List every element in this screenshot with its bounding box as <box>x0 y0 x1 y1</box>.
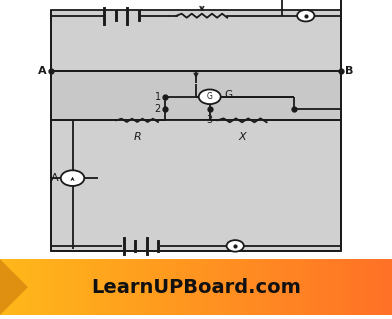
Bar <box>137 259 145 315</box>
Bar <box>385 259 392 315</box>
Bar <box>163 259 171 315</box>
Bar <box>72 259 80 315</box>
Circle shape <box>297 10 314 21</box>
Bar <box>229 259 236 315</box>
Bar <box>51 120 341 251</box>
Text: 3: 3 <box>207 115 213 125</box>
Bar <box>222 259 230 315</box>
Bar <box>268 259 276 315</box>
Bar <box>203 259 210 315</box>
Bar <box>52 259 60 315</box>
Text: LearnUPBoard.com: LearnUPBoard.com <box>91 278 301 297</box>
Bar <box>59 259 66 315</box>
Text: 2: 2 <box>154 104 161 114</box>
Bar <box>157 259 164 315</box>
Bar <box>359 259 367 315</box>
Bar <box>78 259 86 315</box>
Bar <box>327 259 334 315</box>
Bar <box>294 259 301 315</box>
Bar <box>248 259 256 315</box>
Text: A: A <box>51 173 59 183</box>
Bar <box>13 259 21 315</box>
Text: 1: 1 <box>154 92 161 102</box>
Bar <box>287 259 295 315</box>
Bar <box>261 259 269 315</box>
Bar <box>183 259 191 315</box>
Bar <box>196 259 203 315</box>
Bar <box>98 259 105 315</box>
Text: X: X <box>238 132 246 142</box>
Bar <box>333 259 341 315</box>
Text: A: A <box>38 66 47 76</box>
Bar <box>46 259 53 315</box>
Bar <box>7 259 14 315</box>
Bar <box>131 259 138 315</box>
Bar <box>340 259 347 315</box>
Bar <box>150 259 158 315</box>
Bar <box>301 259 308 315</box>
Bar <box>372 259 380 315</box>
Bar <box>379 259 387 315</box>
Circle shape <box>199 89 221 104</box>
Bar <box>209 259 217 315</box>
Bar <box>314 259 321 315</box>
Bar <box>85 259 93 315</box>
Bar <box>242 259 249 315</box>
Bar <box>176 259 184 315</box>
Bar <box>65 259 73 315</box>
Text: G: G <box>207 92 212 101</box>
Bar <box>170 259 178 315</box>
Bar <box>255 259 262 315</box>
Bar <box>26 259 34 315</box>
Bar <box>274 259 282 315</box>
Polygon shape <box>0 259 28 315</box>
Bar <box>33 259 40 315</box>
Bar <box>346 259 354 315</box>
Bar <box>366 259 374 315</box>
Bar <box>307 259 315 315</box>
Bar <box>20 259 27 315</box>
Bar <box>118 259 125 315</box>
Text: G: G <box>225 91 233 100</box>
Bar <box>111 259 119 315</box>
Text: B: B <box>345 66 353 76</box>
Bar <box>320 259 328 315</box>
Bar <box>235 259 243 315</box>
Bar <box>51 70 341 120</box>
Bar <box>144 259 151 315</box>
Text: R: R <box>133 132 141 142</box>
Bar <box>39 259 47 315</box>
Circle shape <box>61 170 84 186</box>
Bar <box>189 259 197 315</box>
Bar <box>353 259 360 315</box>
Bar <box>124 259 132 315</box>
Circle shape <box>227 240 244 252</box>
Bar <box>51 11 341 70</box>
Bar <box>216 259 223 315</box>
Bar <box>91 259 99 315</box>
Bar <box>105 259 112 315</box>
Bar <box>0 259 7 315</box>
Bar <box>281 259 289 315</box>
